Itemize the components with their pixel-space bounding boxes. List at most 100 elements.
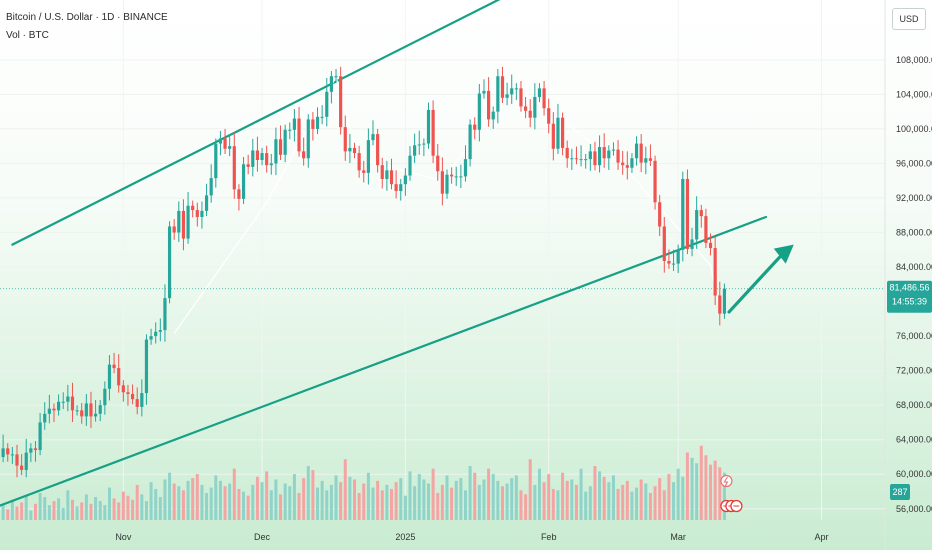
- candle-body[interactable]: [237, 189, 240, 198]
- candle-body[interactable]: [25, 453, 28, 470]
- candle-body[interactable]: [450, 175, 453, 177]
- candle-body[interactable]: [228, 146, 231, 149]
- candle-body[interactable]: [566, 148, 569, 158]
- candle-body[interactable]: [552, 124, 555, 149]
- candle-body[interactable]: [556, 118, 559, 149]
- candle-body[interactable]: [381, 165, 384, 179]
- candle-body[interactable]: [284, 130, 287, 155]
- candle-body[interactable]: [140, 393, 143, 407]
- candle-body[interactable]: [89, 403, 92, 416]
- candle-body[interactable]: [274, 139, 277, 163]
- candle-body[interactable]: [136, 399, 139, 407]
- candle-body[interactable]: [524, 106, 527, 110]
- candle-body[interactable]: [196, 210, 199, 217]
- candle-body[interactable]: [487, 91, 490, 119]
- candle-body[interactable]: [695, 210, 698, 239]
- candle-body[interactable]: [75, 410, 78, 411]
- candle-body[interactable]: [48, 409, 51, 414]
- candle-body[interactable]: [325, 92, 328, 117]
- candle-body[interactable]: [399, 184, 402, 191]
- candle-body[interactable]: [62, 402, 65, 403]
- candle-body[interactable]: [584, 159, 587, 160]
- candle-body[interactable]: [247, 164, 250, 167]
- candle-body[interactable]: [177, 211, 180, 233]
- candle-body[interactable]: [510, 88, 513, 94]
- candle-body[interactable]: [11, 454, 14, 455]
- symbol-title[interactable]: Bitcoin / U.S. Dollar · 1D · BINANCE: [6, 12, 168, 23]
- candle-body[interactable]: [260, 153, 263, 160]
- candle-body[interactable]: [311, 119, 314, 128]
- candle-body[interactable]: [362, 170, 365, 173]
- candle-body[interactable]: [538, 88, 541, 97]
- candle-body[interactable]: [66, 397, 69, 402]
- candle-body[interactable]: [455, 176, 458, 177]
- candle-body[interactable]: [570, 158, 573, 159]
- candle-body[interactable]: [445, 175, 448, 194]
- candle-body[interactable]: [279, 139, 282, 155]
- candle-body[interactable]: [39, 422, 42, 450]
- candle-body[interactable]: [43, 414, 46, 423]
- candle-body[interactable]: [436, 156, 439, 172]
- candle-body[interactable]: [441, 171, 444, 193]
- candle-body[interactable]: [672, 264, 675, 265]
- candle-body[interactable]: [71, 397, 74, 411]
- candle-body[interactable]: [593, 151, 596, 165]
- candle-body[interactable]: [186, 206, 189, 239]
- candle-body[interactable]: [256, 150, 259, 159]
- candle-body[interactable]: [270, 163, 273, 165]
- candle-body[interactable]: [603, 147, 606, 158]
- candle-body[interactable]: [612, 150, 615, 151]
- candle-body[interactable]: [34, 448, 37, 450]
- candle-body[interactable]: [316, 117, 319, 129]
- candle-body[interactable]: [242, 164, 245, 199]
- candle-body[interactable]: [626, 165, 629, 168]
- candle-body[interactable]: [214, 144, 217, 179]
- candle-body[interactable]: [307, 119, 310, 158]
- candle-body[interactable]: [686, 179, 689, 249]
- candle-body[interactable]: [723, 289, 726, 314]
- candle-body[interactable]: [515, 88, 518, 89]
- candle-body[interactable]: [598, 147, 601, 165]
- candle-body[interactable]: [122, 385, 125, 392]
- candle-body[interactable]: [297, 119, 300, 152]
- candle-body[interactable]: [330, 76, 333, 92]
- candle-body[interactable]: [575, 158, 578, 159]
- candle-body[interactable]: [219, 138, 222, 143]
- candle-body[interactable]: [432, 110, 435, 156]
- candle-body[interactable]: [344, 127, 347, 151]
- candle-body[interactable]: [422, 144, 425, 145]
- candle-body[interactable]: [117, 368, 120, 385]
- candle-body[interactable]: [418, 144, 421, 145]
- candle-body[interactable]: [542, 88, 545, 108]
- candle-body[interactable]: [6, 448, 9, 454]
- candle-body[interactable]: [57, 402, 60, 411]
- currency-button[interactable]: USD: [892, 8, 926, 30]
- candle-body[interactable]: [690, 239, 693, 248]
- candle-body[interactable]: [677, 250, 680, 264]
- candle-body[interactable]: [154, 332, 157, 336]
- candle-body[interactable]: [52, 409, 55, 411]
- candle-body[interactable]: [131, 394, 134, 399]
- candle-body[interactable]: [385, 170, 388, 179]
- candle-body[interactable]: [561, 118, 564, 148]
- candle-body[interactable]: [413, 145, 416, 155]
- candle-body[interactable]: [718, 296, 721, 314]
- candle-body[interactable]: [108, 365, 111, 389]
- candle-body[interactable]: [714, 248, 717, 295]
- candle-body[interactable]: [464, 159, 467, 176]
- candle-body[interactable]: [210, 178, 213, 195]
- candle-body[interactable]: [408, 156, 411, 176]
- candle-body[interactable]: [145, 340, 148, 394]
- candle-body[interactable]: [390, 170, 393, 184]
- candle-body[interactable]: [519, 88, 522, 106]
- candle-body[interactable]: [589, 151, 592, 159]
- candle-body[interactable]: [288, 130, 291, 131]
- candle-body[interactable]: [80, 410, 83, 416]
- candle-body[interactable]: [205, 195, 208, 211]
- candle-body[interactable]: [112, 365, 115, 368]
- candle-body[interactable]: [667, 261, 670, 264]
- candle-body[interactable]: [395, 184, 398, 191]
- candle-body[interactable]: [427, 110, 430, 144]
